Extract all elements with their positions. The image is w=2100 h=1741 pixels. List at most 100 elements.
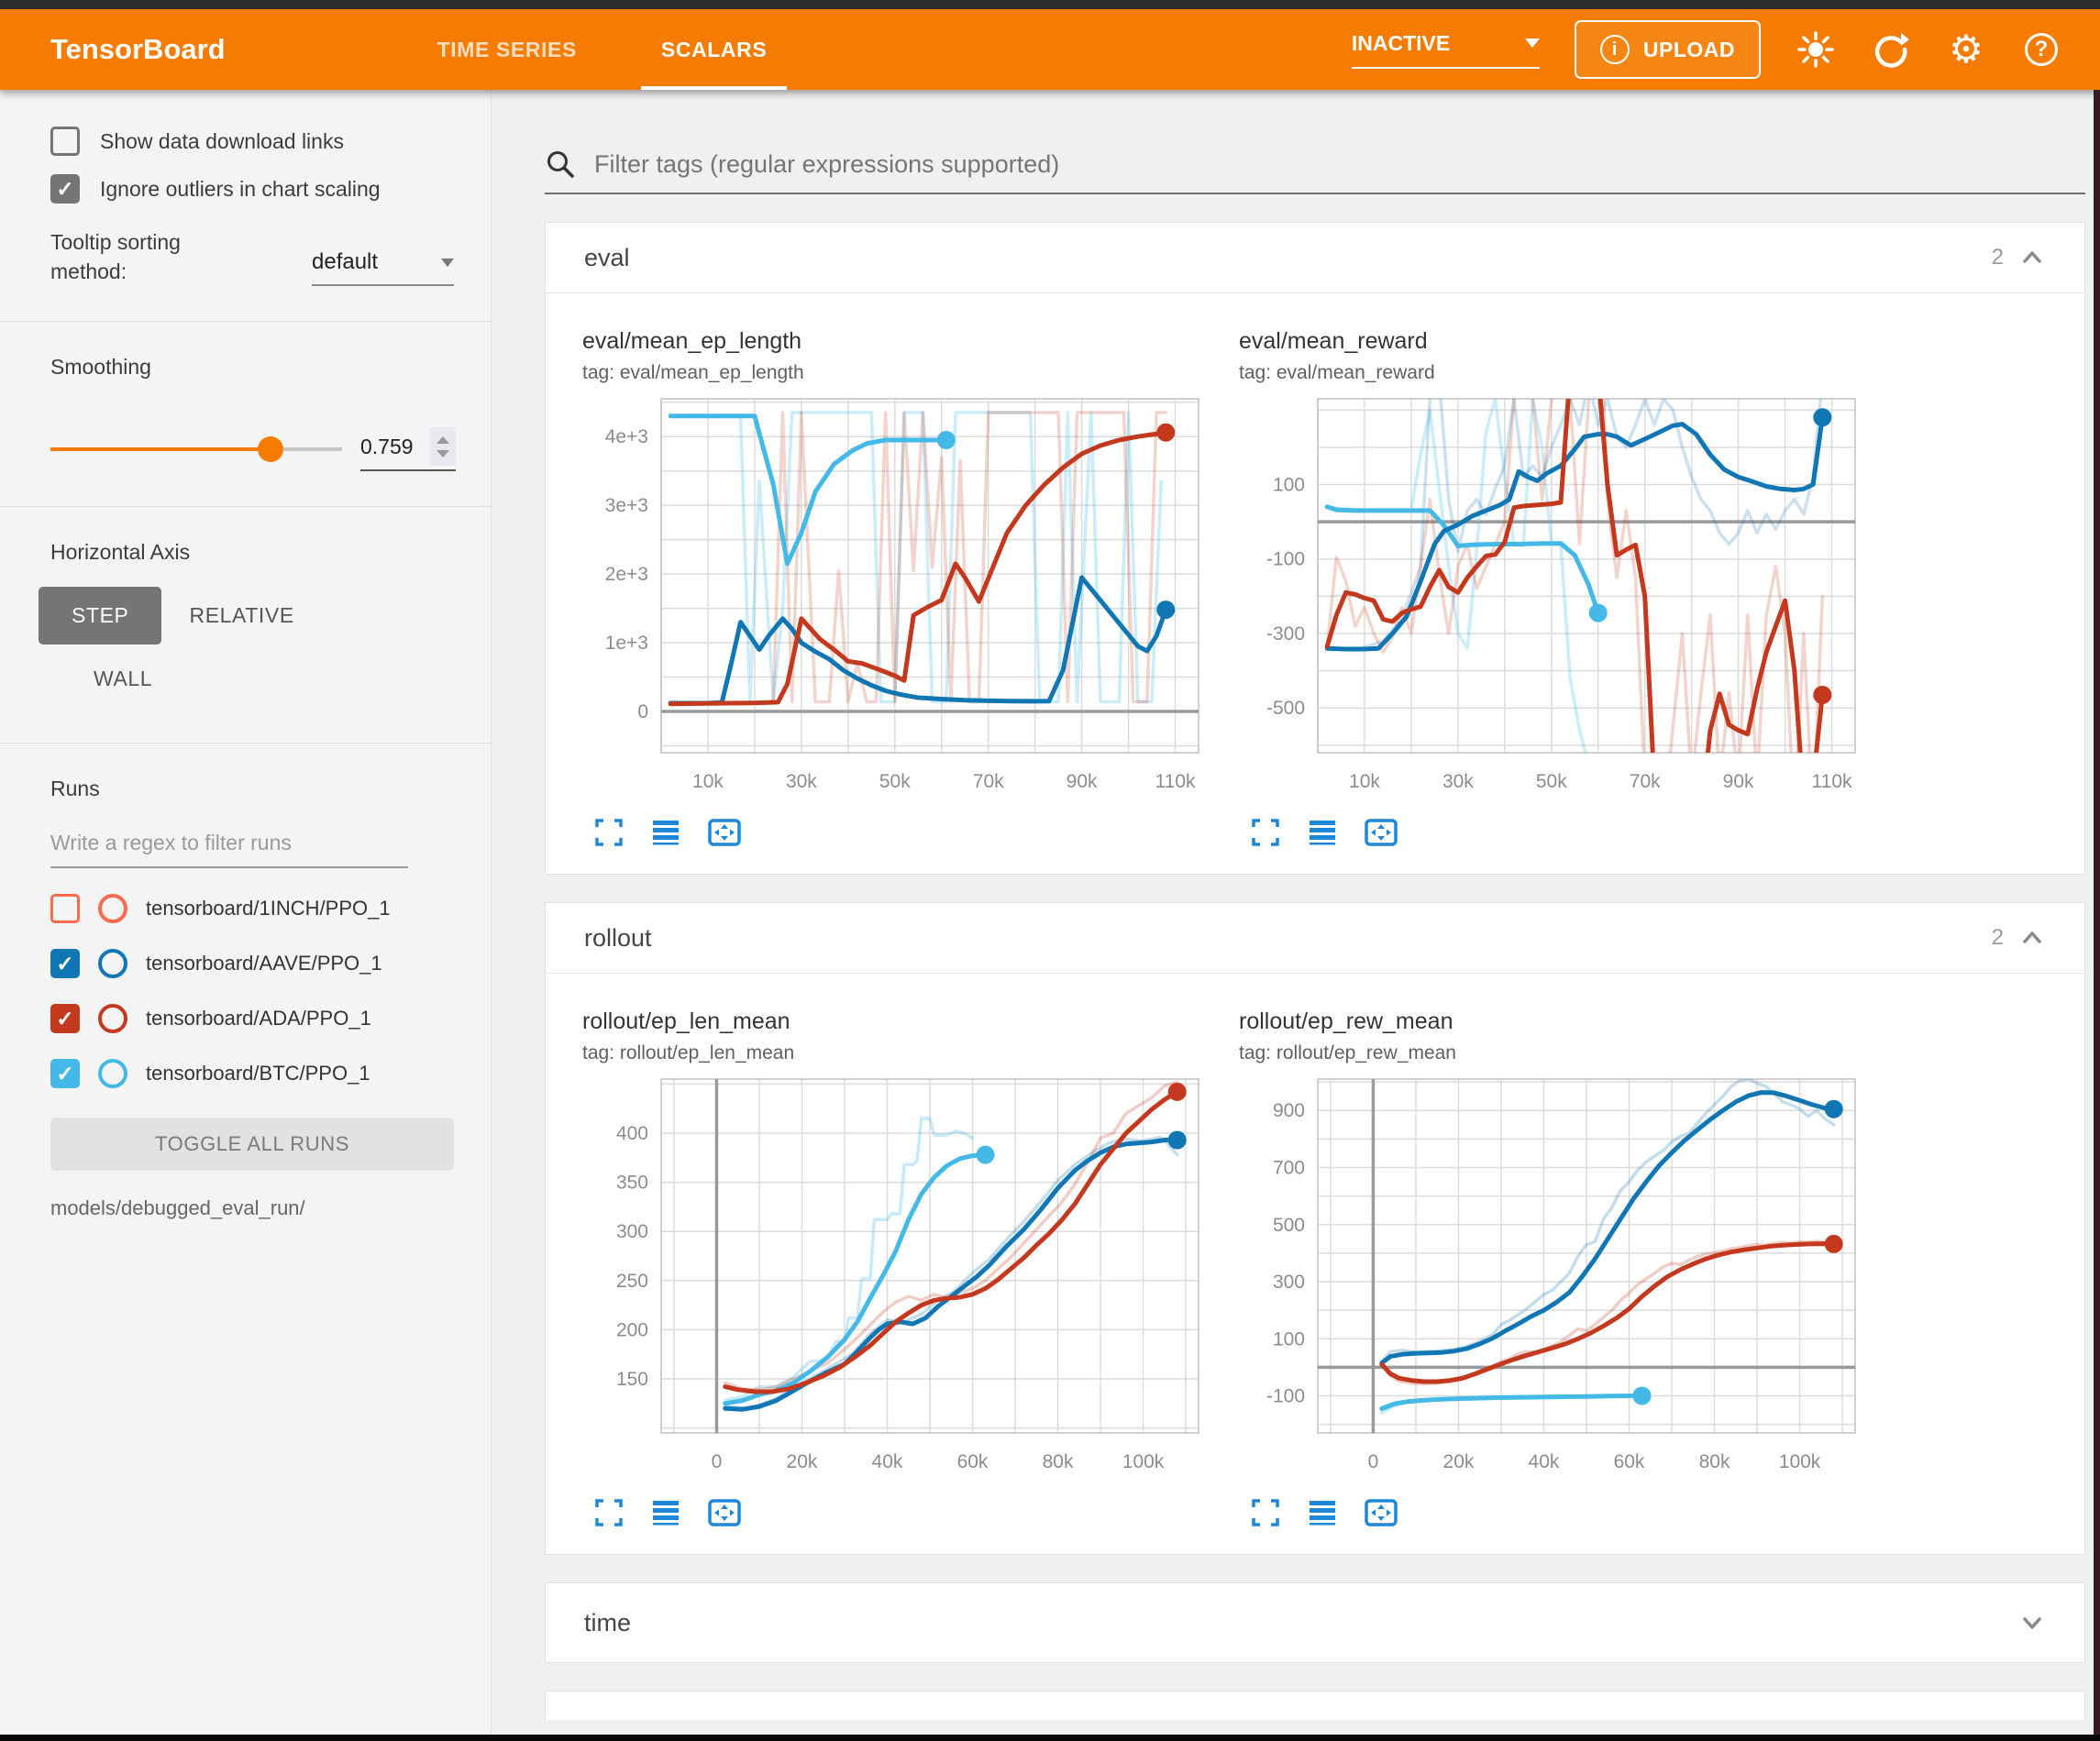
chevron-up-icon[interactable] <box>2018 924 2046 952</box>
fit-domain-icon[interactable] <box>707 1497 742 1528</box>
svg-text:-100: -100 <box>1266 1386 1305 1407</box>
tag-filter-input[interactable] <box>592 149 2085 180</box>
step-up-icon <box>437 435 449 444</box>
data-table-icon[interactable] <box>1307 817 1338 848</box>
chart-tag: tag: rollout/ep_len_mean <box>582 1042 795 1063</box>
svg-text:250: 250 <box>616 1271 648 1292</box>
svg-text:10k: 10k <box>1349 771 1380 792</box>
settings-icon[interactable]: ⚙ <box>1949 28 1984 71</box>
status-value: INACTIVE <box>1351 30 1451 55</box>
status-dropdown[interactable]: INACTIVE <box>1351 30 1540 69</box>
data-table-icon[interactable] <box>650 1497 681 1528</box>
svg-text:80k: 80k <box>1699 1451 1730 1472</box>
svg-text:80k: 80k <box>1043 1451 1074 1472</box>
horizontal-axis-label: Horizontal Axis <box>50 540 191 565</box>
line-chart: 0 20k 40k 60k 80k 100k 150 200 250 300 350 400 <box>616 1078 1199 1472</box>
svg-text:350: 350 <box>616 1173 648 1194</box>
tooltip-sorting-row: Tooltip sorting method: default <box>50 227 454 287</box>
run-checkbox[interactable] <box>50 894 80 924</box>
chevron-up-icon[interactable] <box>2018 244 2046 271</box>
fit-domain-icon[interactable] <box>1364 817 1398 848</box>
line-chart: 0 20k 40k 60k 80k 100k -100 100 300 500 700 900 <box>1266 1078 1856 1472</box>
smoothing-slider[interactable] <box>50 436 342 463</box>
svg-text:900: 900 <box>1273 1100 1305 1121</box>
tab-time-series[interactable]: TIME SERIES <box>437 37 577 61</box>
run-checkbox[interactable]: ✓ <box>50 1059 80 1089</box>
runs-label: Runs <box>50 777 100 801</box>
app-title: TensorBoard <box>50 33 226 65</box>
svg-text:90k: 90k <box>1067 771 1098 792</box>
runs-filter-input[interactable] <box>50 827 408 869</box>
fullscreen-icon[interactable] <box>593 817 624 848</box>
step-down-icon <box>437 449 449 457</box>
axis-wall-button[interactable]: WALL <box>66 650 180 708</box>
fullscreen-icon[interactable] <box>1250 1497 1281 1528</box>
section-next-partial <box>545 1691 2085 1720</box>
svg-text:3e+3: 3e+3 <box>605 495 648 516</box>
tag-filter-row <box>545 149 2085 194</box>
chart-title: rollout/ep_len_mean <box>582 1008 790 1034</box>
fullscreen-icon[interactable] <box>1250 817 1281 848</box>
tooltip-sorting-select[interactable]: default <box>312 249 454 287</box>
divider <box>0 506 491 508</box>
chart-tag: tag: eval/mean_reward <box>1239 362 1435 383</box>
horizontal-axis-buttons: STEP RELATIVE WALL <box>39 587 454 708</box>
svg-text:100k: 100k <box>1122 1451 1165 1472</box>
chart-eval-mean-ep-length: eval/mean_ep_length tag: eval/mean_ep_le… <box>582 328 1215 848</box>
svg-text:30k: 30k <box>786 771 817 792</box>
smoothing-slider-thumb[interactable] <box>258 436 284 463</box>
run-checkbox[interactable]: ✓ <box>50 1004 80 1034</box>
chart-title: eval/mean_ep_length <box>582 328 802 354</box>
section-time-header[interactable]: time <box>546 1583 2084 1662</box>
line-chart: 10k 30k 50k 70k 90k 110k 100 -100 -300 -500 <box>1266 398 1856 792</box>
svg-text:150: 150 <box>616 1369 648 1390</box>
divider <box>0 321 491 323</box>
fit-domain-icon[interactable] <box>1364 1497 1398 1528</box>
section-count: 2 <box>1991 925 2004 950</box>
axis-step-button[interactable]: STEP <box>39 587 162 645</box>
svg-text:100: 100 <box>1273 474 1305 495</box>
active-tab-underline <box>640 86 788 90</box>
run-checkbox[interactable]: ✓ <box>50 949 80 979</box>
refresh-icon[interactable] <box>1871 29 1911 70</box>
svg-text:300: 300 <box>616 1221 648 1242</box>
help-icon[interactable]: ? <box>2021 29 2061 70</box>
section-count: 2 <box>1991 245 2004 270</box>
chevron-down-icon[interactable] <box>2018 1609 2046 1636</box>
runs-directory-label: models/debugged_eval_run/ <box>50 1196 305 1220</box>
fullscreen-icon[interactable] <box>593 1497 624 1528</box>
ignore-outliers-checkbox[interactable]: ✓ <box>50 174 80 204</box>
section-time: time <box>545 1582 2085 1663</box>
svg-text:40k: 40k <box>872 1451 903 1472</box>
upload-button[interactable]: i UPLOAD <box>1574 20 1761 79</box>
svg-text:400: 400 <box>616 1123 648 1144</box>
data-table-icon[interactable] <box>650 817 681 848</box>
chart-rollout-ep-len-mean: rollout/ep_len_mean tag: rollout/ep_len_… <box>582 1008 1215 1528</box>
tab-scalars[interactable]: SCALARS <box>619 9 809 90</box>
chart-tag: tag: eval/mean_ep_length <box>582 362 804 383</box>
section-eval: eval 2 eval/mean_ep_length tag: eval/mea… <box>545 222 2085 875</box>
svg-text:60k: 60k <box>957 1451 989 1472</box>
search-icon <box>547 151 574 178</box>
svg-text:40k: 40k <box>1529 1451 1560 1472</box>
info-icon: i <box>1599 35 1630 64</box>
svg-text:0: 0 <box>637 701 648 722</box>
smoothing-stepper[interactable] <box>430 427 456 467</box>
section-eval-header[interactable]: eval 2 <box>546 223 2084 293</box>
axis-relative-button[interactable]: RELATIVE <box>161 587 321 645</box>
smoothing-value-input[interactable]: 0.759 <box>360 427 456 472</box>
chart-eval-mean-reward: eval/mean_reward tag: eval/mean_reward 1… <box>1239 328 1872 848</box>
svg-text:70k: 70k <box>1630 771 1661 792</box>
toggle-all-runs-button[interactable]: TOGGLE ALL RUNS <box>50 1118 454 1172</box>
svg-text:-300: -300 <box>1266 623 1305 645</box>
svg-text:2e+3: 2e+3 <box>605 564 648 585</box>
brightness-icon[interactable] <box>1796 29 1836 70</box>
fit-domain-icon[interactable] <box>707 817 742 848</box>
section-rollout-header[interactable]: rollout 2 <box>546 903 2084 974</box>
run-color-ring <box>98 1004 127 1034</box>
run-color-ring <box>98 949 127 979</box>
show-download-links-checkbox[interactable] <box>50 127 80 156</box>
svg-text:100: 100 <box>1273 1328 1305 1350</box>
scrollbar-track[interactable] <box>2094 90 2100 1735</box>
data-table-icon[interactable] <box>1307 1497 1338 1528</box>
